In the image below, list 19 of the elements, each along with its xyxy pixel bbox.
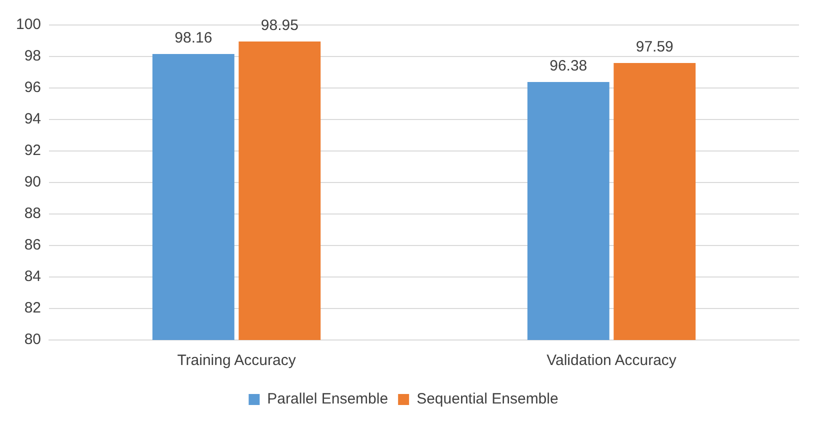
y-tick-label: 84 (24, 268, 42, 286)
data-label: 96.38 (550, 58, 588, 75)
y-tick-label: 82 (24, 300, 42, 317)
data-label: 98.95 (260, 17, 298, 34)
y-tick-label: 98 (24, 48, 42, 65)
legend-label: Parallel Ensemble (267, 390, 388, 408)
data-label: 97.59 (636, 38, 674, 56)
x-tick-label: Training Accuracy (177, 352, 296, 370)
x-tick-label: Validation Accuracy (546, 352, 677, 370)
y-tick-label: 94 (24, 110, 42, 128)
legend-label: Sequential Ensemble (416, 390, 558, 408)
y-tick-label: 80 (24, 331, 42, 348)
y-tick-label: 100 (16, 16, 42, 34)
y-tick-label: 90 (24, 174, 42, 191)
y-tick-label: 86 (24, 236, 42, 254)
y-tick-label: 92 (24, 142, 42, 160)
y-tick-label: 88 (24, 205, 42, 222)
y-tick-label: 96 (24, 79, 42, 96)
data-label: 98.16 (174, 30, 212, 47)
